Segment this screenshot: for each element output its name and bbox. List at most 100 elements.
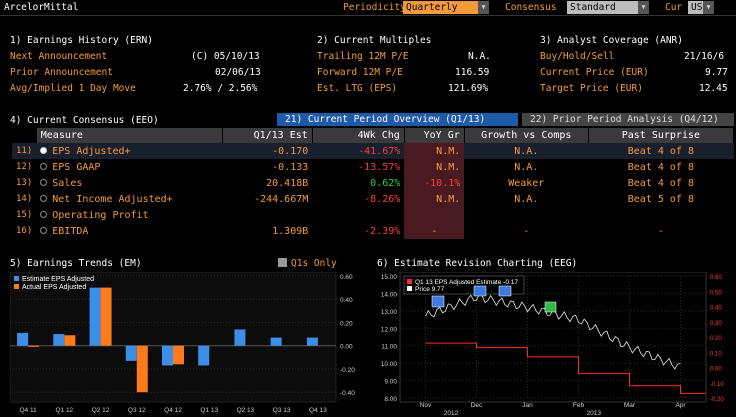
surprise-cell: Beat 5 of 8	[627, 193, 694, 205]
measure-cell: Sales	[36, 175, 222, 191]
event-marker-icon[interactable]	[473, 285, 487, 297]
x-tick-label: Dec	[471, 402, 483, 409]
table-row[interactable]: 14) Net Income Adjusted+ -244.667M -8.26…	[12, 191, 734, 207]
y-tick-label: 15.00	[381, 274, 398, 281]
radio-icon[interactable]	[40, 146, 48, 154]
legend-estimate: Q1 13 EPS Adjusted Estimate -0.17	[415, 279, 518, 286]
y2-tick-label: 0.30	[710, 321, 722, 327]
radio-icon[interactable]	[40, 194, 48, 202]
actual-bar	[136, 345, 148, 393]
yoy-cell: N.M.	[404, 159, 465, 175]
revision-chart: 15.00 14.00 13.00 12.00 11.00 10.00 9.00 8.00 0…	[381, 272, 724, 417]
col-yoy[interactable]: YoY Gr	[404, 128, 465, 143]
x-tick-label: Q2 12	[92, 407, 110, 414]
x-tick-label: Q2 13	[237, 407, 255, 414]
q1s-checkbox[interactable]	[278, 258, 287, 267]
col-chg[interactable]: 4Wk Chg	[312, 128, 405, 143]
tab-prior-period[interactable]: 22) Prior Period Analysis (Q4/12)	[522, 113, 734, 126]
chg-cell	[312, 207, 404, 223]
y-tick-label: 14.00	[381, 291, 398, 298]
estimate-bar	[125, 345, 137, 361]
x-tick-label: Q3 13	[273, 407, 291, 414]
y-tick-label: 11.00	[381, 344, 397, 351]
x-tick-label: Mar	[624, 402, 636, 409]
actual-bar	[100, 287, 112, 346]
table-row[interactable]: 12) EPS GAAP -0.133 -13.57% N.M. N.A. Be…	[12, 159, 734, 175]
comps-cell: N.A.	[514, 161, 539, 173]
y-tick-label: 0.60	[340, 274, 353, 281]
y2-tick-label: 0.40	[710, 306, 722, 312]
actual-bar	[173, 345, 184, 365]
x-tick-label: Q4 12	[164, 407, 182, 414]
event-marker-icon[interactable]	[431, 295, 445, 308]
mult-label: Est. LTG (EPS)	[317, 83, 398, 94]
consensus-select[interactable]: Standard ▼	[567, 1, 649, 14]
measure-cell: EBITDA	[36, 223, 222, 239]
estimate-bar	[306, 337, 318, 346]
comps-cell: N.A.	[464, 143, 589, 159]
col-comps[interactable]: Growth vs Comps	[464, 128, 589, 143]
anr-value: 21/16/6	[684, 51, 725, 62]
radio-icon[interactable]	[40, 210, 48, 218]
legend-actual: Actual EPS Adjusted	[22, 284, 86, 291]
x-tick-label: Q1 13	[200, 407, 218, 414]
chg-cell: -13.57%	[358, 161, 401, 173]
y2-tick-label: -0.10	[710, 382, 724, 388]
yoy-cell: -	[404, 223, 465, 239]
consensus-title[interactable]: 4) Current Consensus (EEO)	[10, 115, 159, 126]
event-marker-icon[interactable]	[498, 285, 512, 297]
col-surprise[interactable]: Past Surprise	[588, 128, 735, 143]
y-tick-label: 9.00	[384, 379, 397, 386]
multiples-title[interactable]: 2) Current Multiples	[317, 35, 432, 46]
est-cell: -0.170	[222, 143, 313, 159]
actual-bar	[64, 335, 76, 346]
estimate-bar	[53, 334, 65, 346]
anr-value: 12.45	[699, 83, 728, 94]
col-measure[interactable]: Measure	[36, 128, 223, 143]
chevron-down-icon: ▼	[478, 1, 489, 14]
x-tick-label: Q4 13	[309, 407, 327, 414]
mult-label: Forward 12M P/E	[317, 67, 403, 78]
x-tick-label: Q3 12	[128, 407, 146, 414]
eh-value: (C) 05/10/13	[191, 51, 260, 62]
col-est[interactable]: Q1/13 Est	[222, 128, 313, 143]
table-row[interactable]: 16) EBITDA 1.309B -2.39% - - -	[12, 223, 734, 239]
surprise-cell: Beat 4 of 8	[627, 177, 694, 189]
radio-icon[interactable]	[40, 178, 48, 186]
radio-icon[interactable]	[40, 226, 48, 234]
radio-icon[interactable]	[40, 162, 48, 170]
surprise-cell: Beat 4 of 8	[627, 161, 694, 173]
earnings-history-title[interactable]: 1) Earnings History (ERN)	[10, 35, 153, 46]
event-marker-icon[interactable]	[544, 301, 557, 313]
year-label: 2013	[587, 410, 602, 417]
y-tick-label: 0.00	[340, 344, 353, 351]
chg-cell: 0.62%	[370, 177, 401, 189]
x-tick-label: Apr	[675, 402, 686, 409]
measure-cell: EPS GAAP	[36, 159, 222, 175]
x-tick-label: Jan	[522, 402, 533, 409]
tab-current-period[interactable]: 21) Current Period Overview (Q1/13)	[277, 113, 518, 126]
analyst-title[interactable]: 3) Analyst Coverage (ANR)	[540, 35, 683, 46]
chevron-down-icon[interactable]: ▼	[703, 1, 714, 14]
eh-label: Next Announcement	[10, 51, 108, 62]
row-number: 16)	[16, 226, 33, 236]
surprise-cell: -	[657, 225, 664, 237]
eh-value: 02/06/13	[215, 67, 261, 78]
table-row[interactable]: 11) EPS Adjusted+ -0.170 -41.67% N.M. N.…	[12, 143, 734, 159]
surprise-cell: Beat 4 of 8	[588, 143, 734, 159]
anr-label: Current Price (EUR)	[540, 67, 649, 78]
table-row[interactable]: 13) Sales 20.418B 0.62% -10.1% Weaker Be…	[12, 175, 734, 191]
est-cell	[222, 207, 312, 223]
y-tick-label: -0.40	[340, 390, 355, 397]
measure-cell: Net Income Adjusted+	[36, 191, 222, 207]
table-row[interactable]: 15) Operating Profit	[12, 207, 734, 223]
x-tick-label: Nov	[420, 402, 432, 409]
periodicity-select[interactable]: Quarterly ▼	[403, 1, 489, 14]
company-name: ArcelorMittal	[4, 2, 79, 13]
y2-tick-label: 0.50	[710, 290, 722, 296]
revision-title[interactable]: 6) Estimate Revision Charting (EEG)	[377, 258, 578, 269]
y-tick-label: 0.40	[340, 297, 353, 304]
trends-title[interactable]: 5) Earnings Trends (EM)	[10, 258, 142, 269]
y-tick-label: -0.20	[340, 367, 355, 374]
table-header: Measure Q1/13 Est 4Wk Chg YoY Gr Growth …	[12, 128, 735, 143]
